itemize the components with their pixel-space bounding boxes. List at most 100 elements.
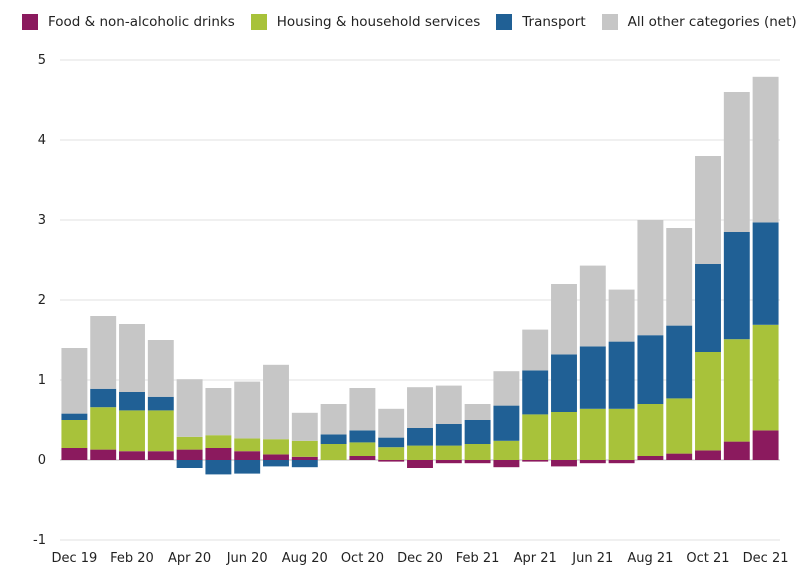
bar-segment-food xyxy=(637,456,664,460)
legend-swatch-housing xyxy=(250,14,267,30)
legend-item-housing: Housing & household services xyxy=(250,14,481,30)
bar-segment-housing xyxy=(291,440,318,457)
bar-segment-food xyxy=(291,456,318,460)
bar-segment-transport xyxy=(723,232,750,340)
bar-segment-transport xyxy=(234,460,261,474)
bar-segment-other xyxy=(119,324,145,392)
bar-segment-other xyxy=(378,408,405,438)
x-tick-label: Oct 21 xyxy=(686,551,729,566)
bar-segment-other xyxy=(205,388,232,436)
bar-segment-other xyxy=(464,404,491,420)
bar-segment-food xyxy=(147,451,174,460)
bar-segment-other xyxy=(291,412,318,441)
bar-segment-food xyxy=(579,460,606,464)
legend-label-food: Food & non-alcoholic drinks xyxy=(48,14,235,30)
bar-segment-food xyxy=(263,454,289,460)
legend-swatch-transport xyxy=(496,14,513,30)
bar-segment-transport xyxy=(320,434,347,444)
legend-label-housing: Housing & household services xyxy=(276,14,481,30)
bar-segment-housing xyxy=(407,445,433,460)
y-tick-label: 5 xyxy=(38,53,46,68)
bar-segment-transport xyxy=(608,341,635,409)
legend: Food & non-alcoholic drinks Housing & ho… xyxy=(22,14,800,30)
bar-segment-transport xyxy=(435,424,462,446)
x-tick-label: Feb 21 xyxy=(456,551,500,566)
bar-segment-housing xyxy=(90,407,117,450)
bar-segment-food xyxy=(666,453,693,460)
legend-swatch-other xyxy=(601,14,618,30)
bar-segment-other xyxy=(666,228,693,326)
bar-segment-other xyxy=(579,265,606,347)
x-tick-label: Oct 20 xyxy=(341,551,384,566)
bar-segment-housing xyxy=(666,398,693,454)
bar-segment-housing xyxy=(522,414,549,460)
bar-segment-food xyxy=(493,460,520,468)
bar-segment-food xyxy=(435,460,462,464)
bar-segment-other xyxy=(234,381,261,439)
bar-segment-other xyxy=(551,284,577,355)
bar-segment-other xyxy=(407,387,433,428)
bar-segment-housing xyxy=(176,436,203,450)
bar-segment-housing xyxy=(378,447,405,460)
bar-segment-housing xyxy=(435,445,462,460)
bar-segment-other xyxy=(435,385,462,424)
bar-segment-food xyxy=(522,460,549,462)
bar-segment-food xyxy=(234,451,261,460)
bar-segment-food xyxy=(723,441,750,460)
bar-segment-other xyxy=(90,316,117,389)
y-tick-label: 0 xyxy=(38,453,46,468)
bar-segment-housing xyxy=(637,404,664,456)
x-tick-label: Feb 20 xyxy=(110,551,154,566)
bar-segment-other xyxy=(349,388,376,431)
bar-segment-other xyxy=(608,289,635,342)
bar-segment-food xyxy=(205,448,232,460)
bar-segment-food xyxy=(695,450,721,460)
bar-segment-housing xyxy=(464,444,491,460)
bar-segment-transport xyxy=(551,354,577,412)
x-tick-label: Dec 21 xyxy=(743,551,789,566)
bar-segment-other xyxy=(637,220,664,336)
bar-segment-housing xyxy=(205,435,232,448)
bar-segment-food xyxy=(349,456,376,460)
bar-segment-other xyxy=(723,92,750,232)
bar-segment-housing xyxy=(61,420,88,448)
y-tick-label: -1 xyxy=(33,533,46,548)
bar-segment-food xyxy=(464,460,491,464)
bar-segment-food xyxy=(752,430,779,460)
bar-segment-food xyxy=(407,460,433,468)
x-tick-label: Dec 20 xyxy=(397,551,443,566)
bar-segment-transport xyxy=(147,396,174,411)
x-tick-label: Apr 21 xyxy=(514,551,557,566)
bar-segment-transport xyxy=(61,413,88,420)
bar-segment-transport xyxy=(349,430,376,443)
x-tick-label: Aug 21 xyxy=(627,551,673,566)
bar-segment-transport xyxy=(263,460,289,467)
bar-segment-food xyxy=(551,460,577,467)
bar-segment-other xyxy=(522,329,549,371)
bar-segment-other xyxy=(147,340,174,397)
bar-segment-housing xyxy=(723,339,750,442)
bar-segment-other xyxy=(263,364,289,440)
bar-segment-transport xyxy=(666,325,693,399)
bar-segment-food xyxy=(608,460,635,464)
legend-item-transport: Transport xyxy=(496,14,586,30)
x-tick-label: Apr 20 xyxy=(168,551,211,566)
legend-label-transport: Transport xyxy=(522,14,586,30)
bar-segment-food xyxy=(378,460,405,462)
x-tick-label: Jun 21 xyxy=(571,551,613,566)
bar-segment-transport xyxy=(637,335,664,404)
bar-segment-food xyxy=(176,449,203,460)
bar-segment-transport xyxy=(205,460,232,475)
bar-segment-other xyxy=(176,379,203,437)
y-tick-label: 3 xyxy=(38,213,46,228)
bar-segment-transport xyxy=(378,437,405,448)
bar-segment-housing xyxy=(579,408,606,460)
bar-segment-housing xyxy=(234,438,261,452)
bar-segment-transport xyxy=(695,264,721,352)
legend-label-other: All other categories (net) xyxy=(627,14,797,30)
bar-segment-housing xyxy=(493,440,520,460)
legend-swatch-food xyxy=(22,14,38,30)
x-tick-label: Dec 19 xyxy=(51,551,97,566)
